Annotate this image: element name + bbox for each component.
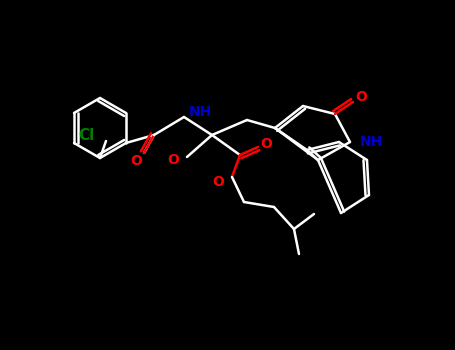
Text: NH: NH <box>189 105 212 119</box>
Text: O: O <box>167 153 179 167</box>
Text: O: O <box>130 154 142 168</box>
Text: O: O <box>355 90 367 104</box>
Text: NH: NH <box>360 135 383 149</box>
Text: O: O <box>212 175 224 189</box>
Text: Cl: Cl <box>78 128 94 143</box>
Text: O: O <box>260 137 272 151</box>
